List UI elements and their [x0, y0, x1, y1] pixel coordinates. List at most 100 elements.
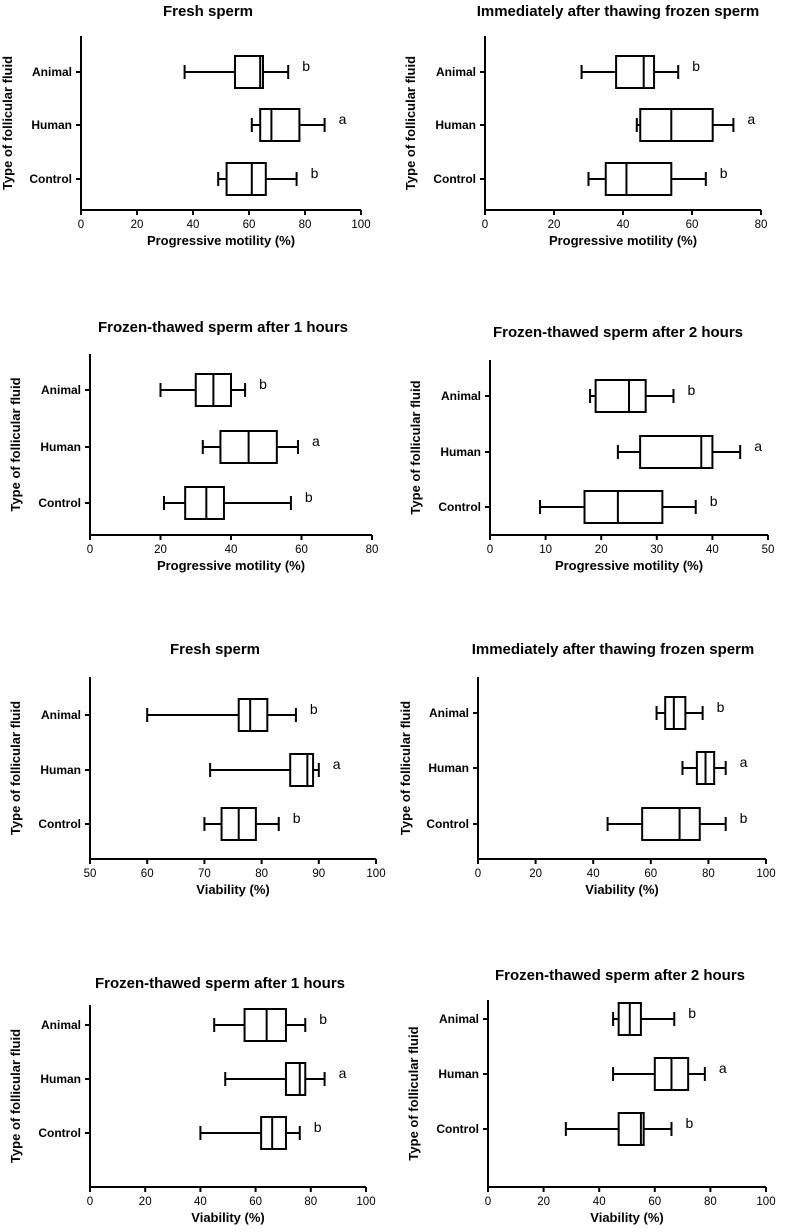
box-control: Control b — [38, 486, 313, 520]
chart-panel-1: Fresh sperm 0 20 40 60 80 100 Progressive motil… — [0, 3, 371, 248]
significance-letter: b — [720, 165, 728, 181]
significance-letter: b — [311, 165, 319, 181]
significance-letter: b — [310, 701, 318, 717]
chart-panel-6: Immediately after thawing frozen sperm 0 2… — [398, 641, 776, 897]
box-human: Human a — [435, 108, 755, 142]
category-label: Control — [436, 1122, 479, 1136]
x-tick-label: 40 — [187, 219, 200, 231]
box-human: Human a — [40, 430, 320, 464]
category-label: Control — [38, 496, 81, 510]
category-label: Human — [438, 1067, 479, 1081]
chart-panel-2: Immediately after thawing frozen sperm 0 2… — [403, 3, 767, 248]
iqr-box — [243, 1008, 287, 1042]
category-label: Human — [40, 1072, 81, 1086]
category-label: Control — [38, 817, 81, 831]
significance-letter: b — [259, 376, 267, 392]
box-control: Control b — [436, 1112, 693, 1146]
x-axis-label: Progressive motility (%) — [157, 558, 305, 573]
iqr-box — [234, 55, 264, 89]
category-label: Control — [426, 817, 469, 831]
significance-letter: b — [319, 1011, 327, 1027]
x-tick-label: 80 — [304, 1196, 317, 1208]
y-axis-label: Type of follicular fluid — [408, 380, 423, 514]
iqr-box — [594, 379, 647, 413]
x-tick-label: 40 — [587, 868, 600, 880]
x-tick-label: 100 — [756, 868, 775, 880]
significance-letter: b — [692, 58, 700, 74]
x-tick-label: 60 — [295, 544, 308, 556]
x-tick-label: 0 — [487, 544, 493, 556]
x-tick-label: 60 — [249, 1196, 262, 1208]
x-axis-label: Progressive motility (%) — [147, 233, 295, 248]
box-animal: Animal b — [439, 1002, 696, 1036]
x-tick-label: 80 — [255, 868, 268, 880]
x-tick-label: 20 — [139, 1196, 152, 1208]
x-axis-label: Viability (%) — [196, 882, 269, 897]
box-animal: Animal b — [41, 373, 267, 407]
x-tick-label: 60 — [243, 219, 256, 231]
box-human: Human a — [440, 435, 762, 469]
x-tick-label: 20 — [537, 1196, 550, 1208]
x-tick-label: 40 — [593, 1196, 606, 1208]
significance-letter: a — [719, 1060, 727, 1076]
x-tick-label: 40 — [225, 544, 238, 556]
x-tick-label: 20 — [154, 544, 167, 556]
chart-panel-3: Frozen-thawed sperm after 1 hours 0 20 40 60… — [8, 319, 378, 573]
box-animal: Animal b — [32, 55, 310, 89]
category-label: Control — [433, 172, 476, 186]
x-tick-label: 80 — [704, 1196, 717, 1208]
x-tick-label: 80 — [366, 544, 379, 556]
significance-letter: a — [740, 754, 748, 770]
category-label: Animal — [441, 389, 481, 403]
significance-letter: b — [314, 1119, 322, 1135]
category-label: Animal — [429, 706, 469, 720]
x-axis-label: Progressive motility (%) — [555, 558, 703, 573]
x-tick-label: 10 — [539, 544, 552, 556]
x-tick-label: 80 — [299, 219, 312, 231]
x-tick-label: 20 — [548, 219, 561, 231]
x-tick-label: 90 — [312, 868, 325, 880]
x-axis-label: Viability (%) — [585, 882, 658, 897]
box-animal: Animal b — [429, 696, 725, 730]
category-label: Human — [40, 763, 81, 777]
x-tick-label: 20 — [529, 868, 542, 880]
chart-panel-7: Frozen-thawed sperm after 1 hours 0 20 40 60… — [8, 975, 376, 1225]
iqr-box — [260, 1116, 287, 1150]
significance-letter: b — [685, 1115, 693, 1131]
x-tick-label: 60 — [686, 219, 699, 231]
significance-letter: b — [302, 58, 310, 74]
category-label: Animal — [41, 1018, 81, 1032]
box-control: Control b — [38, 807, 301, 841]
y-axis-label: Type of follicular fluid — [398, 701, 413, 835]
x-tick-label: 0 — [482, 219, 488, 231]
category-label: Animal — [436, 65, 476, 79]
x-tick-label: 30 — [650, 544, 663, 556]
chart-panel-8: Frozen-thawed sperm after 2 hours 0 20 40 60… — [406, 967, 776, 1225]
significance-letter: a — [339, 111, 347, 127]
category-label: Human — [435, 118, 476, 132]
x-axis-label: Progressive motility (%) — [549, 233, 697, 248]
iqr-box — [641, 807, 701, 841]
category-label: Human — [40, 440, 81, 454]
y-axis-label: Type of follicular fluid — [8, 1029, 23, 1163]
category-label: Animal — [41, 383, 81, 397]
category-label: Human — [31, 118, 72, 132]
significance-letter: a — [754, 438, 762, 454]
x-tick-label: 0 — [475, 868, 481, 880]
box-human: Human a — [40, 1062, 347, 1096]
box-control: Control b — [38, 1116, 322, 1150]
x-tick-label: 100 — [356, 1196, 375, 1208]
iqr-box — [664, 696, 687, 730]
significance-letter: b — [305, 489, 313, 505]
box-control: Control b — [433, 162, 728, 196]
box-animal: Animal b — [41, 1008, 327, 1042]
significance-letter: b — [710, 493, 718, 509]
y-axis-label: Type of follicular fluid — [403, 56, 418, 190]
box-human: Human a — [31, 108, 347, 142]
chart-title: Immediately after thawing frozen sperm — [472, 641, 755, 658]
x-tick-label: 0 — [87, 1196, 93, 1208]
significance-letter: a — [333, 756, 341, 772]
y-axis-label: Type of follicular fluid — [0, 56, 15, 190]
iqr-box — [615, 55, 656, 89]
